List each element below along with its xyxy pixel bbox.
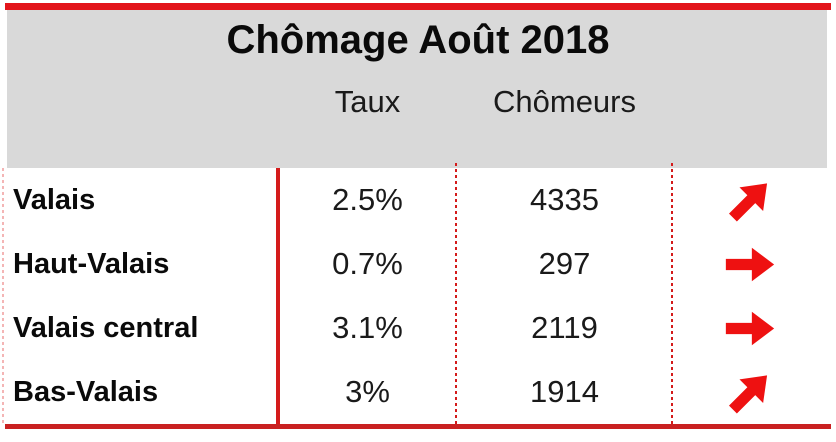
chomeurs-value: 297 bbox=[538, 246, 591, 281]
bottom-red-rule bbox=[5, 424, 831, 429]
taux-value: 0.7% bbox=[332, 246, 403, 281]
top-red-rule bbox=[5, 3, 831, 10]
arrow-right-icon bbox=[724, 244, 776, 285]
column-header-taux: Taux bbox=[334, 84, 401, 119]
trend-cell bbox=[672, 168, 827, 232]
row-label-valais-central: Valais central bbox=[13, 311, 199, 344]
row-label-haut-valais: Haut-Valais bbox=[13, 247, 170, 280]
arrow-right-icon bbox=[724, 308, 776, 349]
page-title: Chômage Août 2018 bbox=[226, 18, 610, 62]
chomeurs-value: 4335 bbox=[530, 182, 599, 217]
row-label-bas-valais: Bas-Valais bbox=[13, 375, 159, 408]
table-body: Valais 2.5% 4335 Haut-Valais 0.7% 297 Va… bbox=[7, 168, 827, 424]
trend-cell bbox=[672, 296, 827, 360]
table-header-block bbox=[7, 10, 827, 168]
taux-value: 3% bbox=[345, 374, 390, 409]
column-header-chomeurs: Chômeurs bbox=[493, 84, 636, 119]
arrow-up-right-icon bbox=[724, 180, 776, 222]
arrow-up-right-icon bbox=[724, 372, 776, 414]
chomeurs-value: 1914 bbox=[530, 374, 599, 409]
left-dotted-rule bbox=[2, 168, 4, 425]
label-column-separator-rule bbox=[276, 168, 280, 425]
trend-cell bbox=[672, 360, 827, 424]
trend-cell bbox=[672, 232, 827, 296]
taux-column-separator-rule bbox=[455, 163, 457, 425]
chomeurs-column-separator-rule bbox=[671, 163, 673, 425]
row-label-valais: Valais bbox=[13, 183, 96, 216]
chomeurs-value: 2119 bbox=[531, 310, 598, 345]
taux-value: 2.5% bbox=[332, 182, 403, 217]
taux-value: 3.1% bbox=[332, 310, 403, 345]
